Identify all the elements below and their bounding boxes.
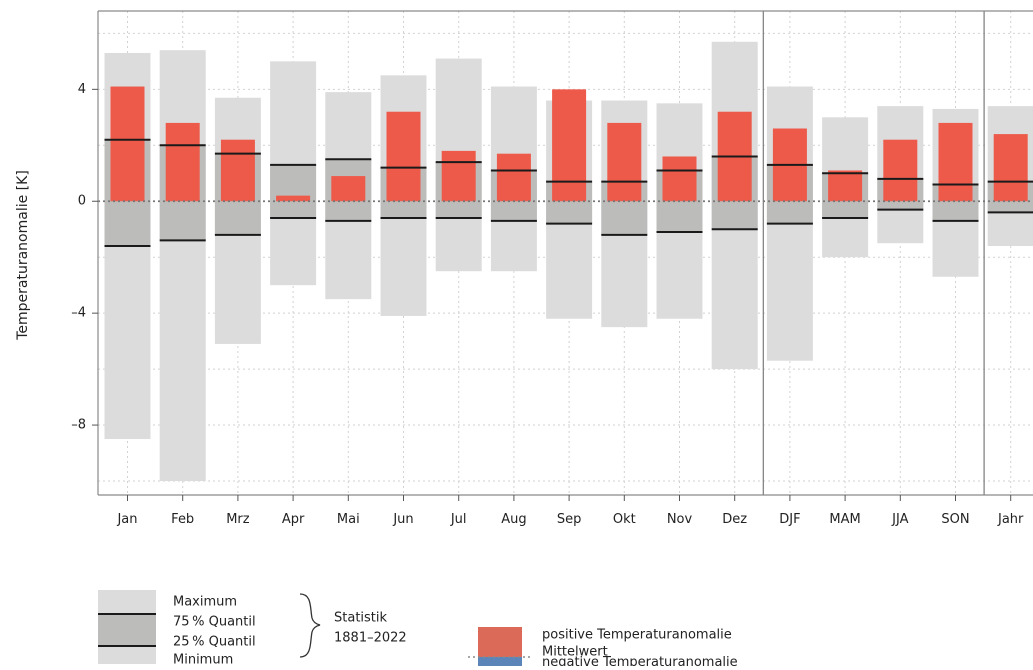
- x-tick-label: Mai: [337, 512, 360, 527]
- legend-minimum: Minimum: [173, 653, 233, 667]
- anomaly-bar: [111, 87, 145, 202]
- anomaly-bar: [607, 123, 641, 201]
- anomaly-bar: [828, 170, 862, 201]
- legend-stat-title: Statistik: [334, 611, 388, 626]
- legend-quantile-swatch: [98, 614, 156, 646]
- legend-positive-swatch: [478, 627, 522, 657]
- x-tick-label: Jun: [392, 512, 413, 527]
- anomaly-bar: [331, 176, 365, 201]
- anomaly-bar: [442, 151, 476, 201]
- legend-statistics: Maximum 75 % Quantil 25 % Quantil Minimu…: [98, 590, 407, 666]
- anomaly-bar: [221, 140, 255, 202]
- anomaly-bar: [497, 154, 531, 202]
- x-tick-label: SON: [941, 512, 969, 527]
- x-tick-label: MAM: [829, 512, 860, 527]
- anomaly-bar: [883, 140, 917, 202]
- x-tick-label: Nov: [667, 512, 693, 527]
- x-tick-label: Jul: [450, 512, 467, 527]
- x-tick-label: JJA: [891, 512, 908, 527]
- quantile-box: [270, 165, 316, 218]
- x-tick-label: DJF: [779, 512, 800, 527]
- x-tick-label: Dez: [722, 512, 747, 527]
- legend-q25: 25 % Quantil: [173, 635, 256, 650]
- anomaly-bar: [994, 134, 1028, 201]
- y-tick-label: 4: [78, 82, 86, 97]
- x-tick-label: Feb: [171, 512, 194, 527]
- legend-positive: positive Temperaturanomalie: [542, 628, 732, 643]
- legend-negative-swatch: [478, 657, 522, 666]
- x-tick-label: Mrz: [226, 512, 250, 527]
- x-tick-label: Jahr: [997, 512, 1024, 527]
- legend-negative: negative Temperaturanomalie: [542, 655, 738, 666]
- y-tick-label: 0: [78, 194, 86, 209]
- y-tick-label: –8: [71, 418, 86, 433]
- anomaly-bar: [552, 89, 586, 201]
- legend-q75: 75 % Quantil: [173, 615, 256, 630]
- y-tick-label: –4: [71, 306, 86, 321]
- x-tick-label: Okt: [613, 512, 636, 527]
- x-tick-label: Aug: [501, 512, 526, 527]
- anomaly-bar: [939, 123, 973, 201]
- legend-maximum: Maximum: [173, 595, 237, 610]
- legend-brace: [300, 594, 320, 657]
- x-tick-label: Apr: [282, 512, 305, 527]
- x-tick-label: Jan: [116, 512, 137, 527]
- y-axis-label: Temperaturanomalie [K]: [15, 170, 31, 341]
- anomaly-bar: [663, 156, 697, 201]
- range-bar: [160, 50, 206, 481]
- legend-anomaly: positive Temperaturanomalie Mittelwert n…: [468, 627, 738, 666]
- x-tick-label: Sep: [557, 512, 582, 527]
- legend-stat-period: 1881–2022: [334, 631, 407, 646]
- anomaly-bar: [166, 123, 200, 201]
- anomaly-bar: [387, 112, 421, 202]
